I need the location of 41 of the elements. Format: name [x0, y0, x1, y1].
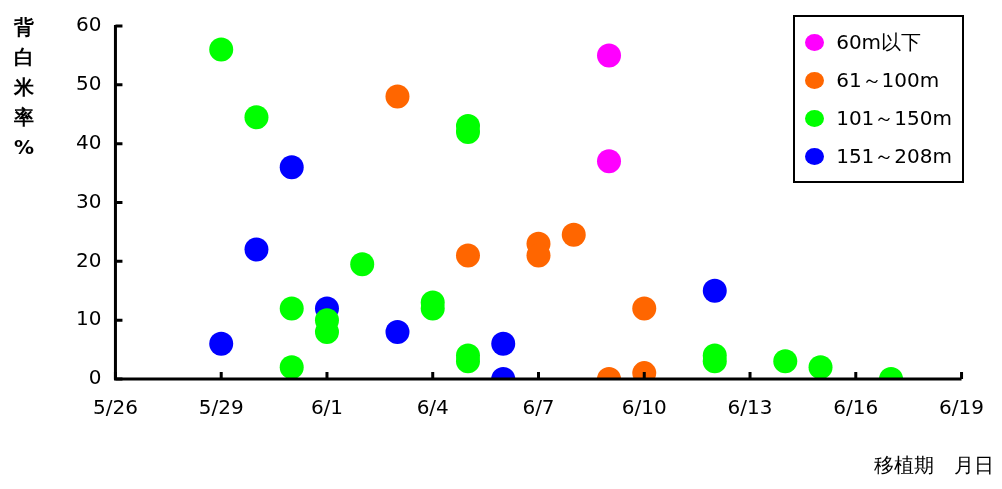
x-tick-label: 5/29	[198, 395, 244, 420]
x-tick-label: 5/26	[92, 395, 138, 420]
y-tick-label: 20	[76, 247, 102, 272]
point	[808, 355, 833, 379]
y-axis-title: 背白米率 %	[14, 14, 36, 161]
point	[597, 149, 621, 174]
x-tick-label: 6/19	[939, 395, 984, 420]
point	[491, 331, 516, 356]
legend-label: 61～100m	[836, 66, 940, 94]
legend-label: 60m以下	[836, 28, 922, 56]
point	[773, 349, 798, 374]
point	[385, 319, 410, 344]
point	[702, 278, 727, 303]
legend-label: 151～208m	[836, 142, 952, 170]
y-tick-label: 30	[76, 188, 102, 213]
point	[209, 37, 234, 62]
y-tick-label: 0	[88, 365, 102, 390]
point	[279, 355, 304, 379]
y-tick-label: 60	[76, 12, 102, 37]
point	[597, 43, 621, 68]
point	[244, 237, 269, 262]
x-tick-label: 6/7	[522, 395, 555, 420]
y-tick-label: 40	[76, 129, 102, 154]
point	[279, 155, 304, 180]
x-tick-label: 6/16	[833, 395, 879, 420]
y-tick-label: 50	[76, 71, 102, 96]
legend-label: 101～150m	[836, 104, 952, 132]
point	[279, 296, 304, 321]
point	[209, 331, 234, 356]
point	[385, 84, 410, 109]
point	[455, 243, 480, 268]
x-tick-label: 6/10	[621, 395, 667, 420]
point	[244, 105, 269, 130]
x-axis-title: 移植期 月日	[874, 452, 994, 479]
point	[350, 252, 375, 277]
point	[632, 296, 657, 321]
x-tick-label: 6/4	[416, 395, 449, 420]
y-tick-label: 10	[76, 306, 102, 331]
x-tick-label: 6/1	[310, 395, 344, 420]
x-tick-label: 6/13	[727, 395, 773, 420]
point	[561, 222, 586, 247]
